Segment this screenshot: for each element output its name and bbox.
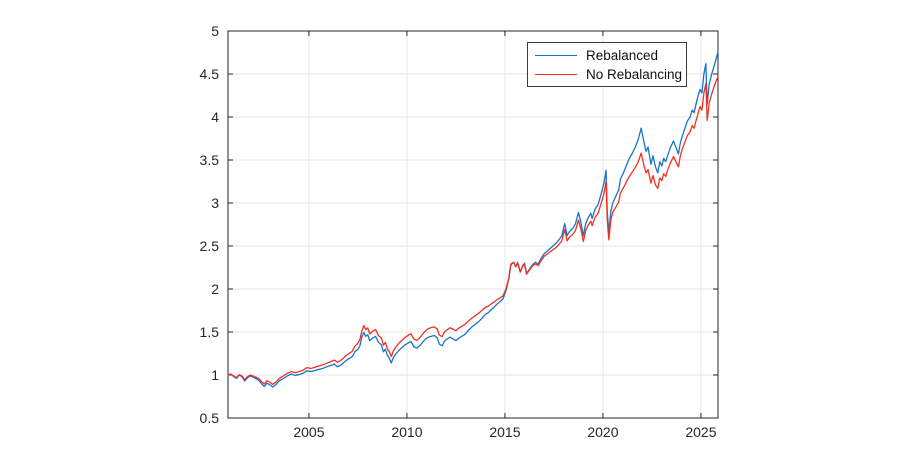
- legend-label-rebalanced: Rebalanced: [586, 47, 659, 63]
- series-line-no-rebalancing: [227, 75, 719, 386]
- legend-entry-rebalanced: Rebalanced: [535, 48, 678, 63]
- x-tick-label: 2025: [685, 424, 716, 440]
- x-tick-label: 2010: [391, 424, 422, 440]
- x-tick-label: 2015: [489, 424, 520, 440]
- y-tick-label: 2.5: [200, 238, 220, 254]
- y-tick-label: 3: [211, 195, 219, 211]
- legend-label-no-rebalancing: No Rebalancing: [586, 66, 683, 82]
- series-line-rebalanced: [227, 50, 719, 388]
- legend-entry-no-rebalancing: No Rebalancing: [535, 67, 682, 82]
- y-tick-label: 3.5: [200, 152, 220, 168]
- y-tick-label: 2: [211, 281, 219, 297]
- y-tick-label: 4: [211, 109, 219, 125]
- legend-line-sample-no-rebalancing: [535, 73, 577, 75]
- x-tick-label: 2020: [587, 424, 618, 440]
- legend: Rebalanced No Rebalancing: [527, 42, 687, 87]
- x-tick-label: 2005: [293, 424, 324, 440]
- y-tick-label: 5: [211, 23, 219, 39]
- y-tick-label: 0.5: [200, 410, 220, 426]
- y-tick-label: 4.5: [200, 66, 220, 82]
- legend-line-sample-rebalanced: [535, 54, 577, 56]
- plot-box: [227, 30, 719, 419]
- y-tick-label: 1: [211, 367, 219, 383]
- y-tick-label: 1.5: [200, 324, 220, 340]
